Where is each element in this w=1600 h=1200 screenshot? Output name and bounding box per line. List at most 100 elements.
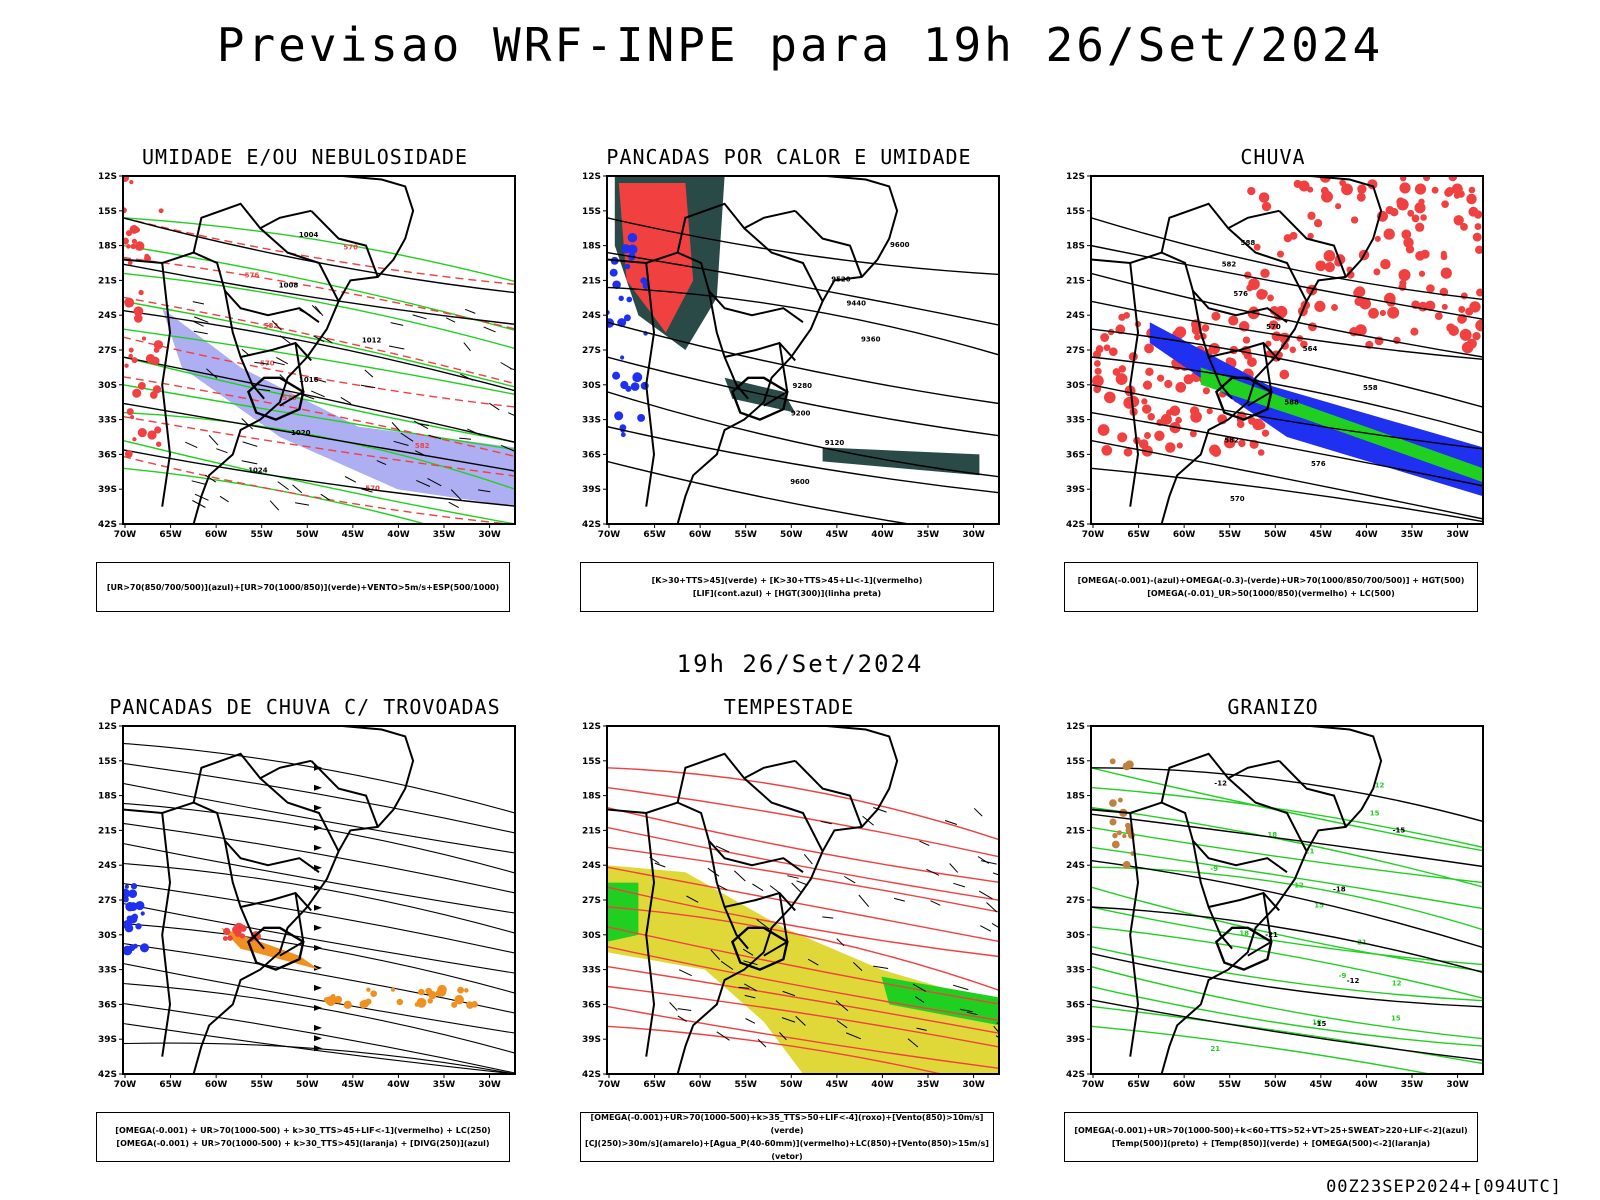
- area-blob: [1460, 223, 1468, 231]
- area-blob: [1440, 250, 1447, 257]
- area-blob: [1194, 333, 1201, 341]
- panel-hail: GRANIZO 12 15 18 21 -9 12 15 18 21 -9 12 15 18 21 -12-…: [1063, 695, 1503, 1175]
- area-blob: [1289, 231, 1298, 240]
- area-blob: [1144, 343, 1154, 354]
- wind-vector: [820, 820, 832, 825]
- area-blob: [133, 314, 143, 323]
- contour-line: [123, 217, 515, 283]
- lon-label: 35W: [1401, 530, 1424, 540]
- wind-vector: [276, 356, 289, 365]
- wind-vector: [414, 450, 427, 457]
- area-blob: [123, 237, 129, 245]
- wind-vector: [466, 428, 482, 436]
- contour-label: -21: [1265, 931, 1278, 939]
- wind-vector: [916, 1027, 927, 1031]
- lon-label: 30W: [1446, 530, 1469, 540]
- wind-vector: [361, 488, 373, 493]
- contour-line: [607, 1005, 999, 1069]
- area-blob: [239, 933, 246, 939]
- area-blob: [1396, 198, 1409, 211]
- lat-label: 30S: [582, 931, 601, 941]
- green-area: [607, 882, 639, 942]
- lat-label: 18S: [1066, 792, 1085, 802]
- wind-vector: [873, 965, 889, 969]
- area-blob: [132, 388, 142, 398]
- streamline: [123, 862, 515, 934]
- area-blob: [123, 919, 133, 930]
- lat-label: 39S: [582, 1035, 601, 1045]
- legend-line: [OMEGA(-0.001)-(azul)+OMEGA(-0.3)-(verde…: [1077, 576, 1465, 585]
- lat-label: 33S: [98, 416, 117, 426]
- contour-line: [1091, 217, 1483, 301]
- contour-label: 9600: [890, 241, 910, 249]
- flow-arrow: [314, 844, 322, 851]
- area-blob: [1142, 380, 1153, 390]
- contour-line: [607, 356, 999, 437]
- lon-label: 35W: [433, 1080, 456, 1090]
- area-blob: [1109, 758, 1116, 765]
- area-blob: [612, 371, 621, 380]
- contour-line: [607, 425, 999, 494]
- lat-label: 15S: [1066, 207, 1085, 217]
- lon-label: 55W: [1218, 530, 1241, 540]
- area-blob: [1097, 424, 1110, 436]
- area-blob: [1385, 205, 1394, 215]
- contour-label: 582: [415, 442, 430, 450]
- area-blob: [1101, 444, 1113, 456]
- wind-vector: [185, 441, 198, 449]
- area-blob: [1293, 179, 1302, 188]
- streamline: [123, 902, 515, 974]
- lon-label: 30W: [1446, 1080, 1469, 1090]
- height-contours: 588 582 576 570 564 558 588 582 576 570: [1091, 217, 1483, 523]
- area-blob: [1141, 398, 1148, 405]
- contour-line: [123, 309, 515, 392]
- area-blob: [1380, 258, 1391, 270]
- area-blob: [151, 356, 160, 366]
- red-areas: [1244, 176, 1483, 354]
- area-blob: [626, 296, 633, 303]
- contour-line: [607, 965, 999, 1034]
- panel-title: PANCADAS POR CALOR E UMIDADE: [606, 145, 972, 169]
- wind-vector: [745, 1018, 756, 1024]
- contour-line: [123, 356, 515, 443]
- streamline: [123, 762, 515, 834]
- area-blob: [609, 268, 618, 277]
- area-blob: [136, 901, 143, 908]
- contour-line: [123, 263, 515, 325]
- area-blob: [1112, 832, 1118, 839]
- streamline: [123, 1002, 515, 1074]
- contour-line: [123, 411, 515, 490]
- wind-vector: [742, 948, 754, 956]
- lon-label: 50W: [296, 1080, 319, 1090]
- country-border: [1091, 251, 1288, 324]
- wind-vector: [360, 384, 376, 389]
- wind-vector: [803, 853, 813, 865]
- area-blob: [1420, 214, 1427, 221]
- streamlines: [123, 742, 515, 1074]
- contour-label: 15: [1370, 810, 1380, 818]
- wind-vector: [914, 996, 925, 1003]
- contour-line: [123, 376, 515, 458]
- contour-line: [1091, 384, 1483, 450]
- temp500-contours: -12 -15 -18 -21 -12 -15: [1091, 767, 1483, 1061]
- area-blob: [1466, 338, 1477, 349]
- pressure-contours: 1004 1008 1012 1016 1020 1024: [123, 217, 515, 507]
- area-blob: [1093, 385, 1102, 394]
- area-blob: [130, 415, 135, 420]
- wind-vector: [315, 378, 327, 383]
- contour-line: [123, 256, 515, 330]
- country-border: [645, 812, 656, 1057]
- area-blob: [1441, 200, 1449, 209]
- area-blob: [1117, 797, 1123, 803]
- wind-vector: [744, 994, 756, 999]
- area-blob: [325, 996, 336, 1006]
- contour-line: [1091, 467, 1483, 523]
- wind-vector: [822, 916, 834, 919]
- area-blob: [130, 243, 137, 250]
- contour-label: 21: [1210, 1045, 1220, 1053]
- country-border: [607, 801, 804, 874]
- area-blob: [642, 282, 650, 289]
- area-blob: [1111, 840, 1120, 849]
